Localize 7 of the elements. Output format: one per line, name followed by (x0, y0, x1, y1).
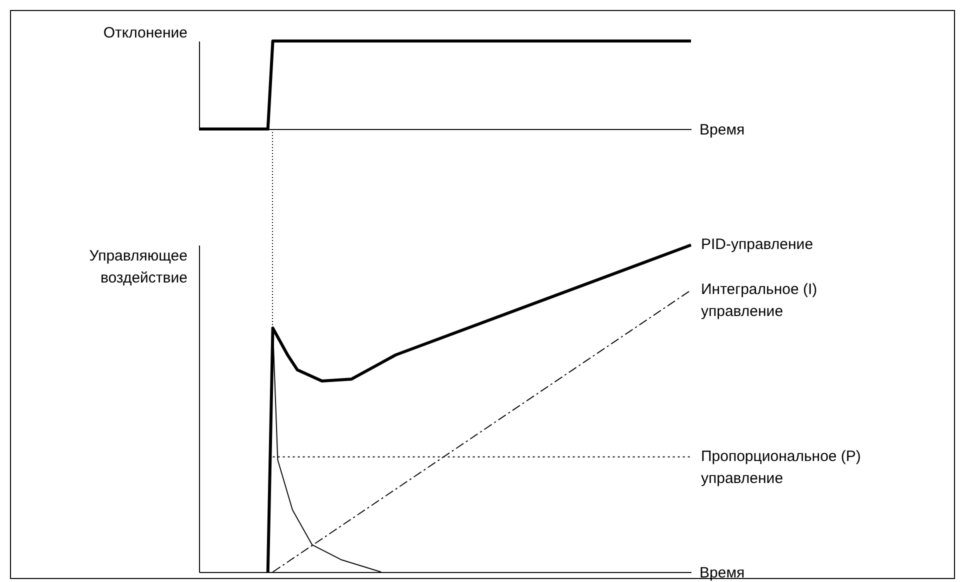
y-axis-title: Управляющее воздействие (89, 248, 188, 286)
y-axis-title: Отклонение (103, 24, 188, 42)
x-axis-title: Время (700, 122, 745, 138)
series-label: Интегральное (I) управление (701, 281, 818, 320)
series-label: PID-управление (701, 236, 814, 253)
x-axis-title: Время (700, 564, 745, 582)
series-label: Пропорциональное (P) управление (701, 448, 861, 487)
